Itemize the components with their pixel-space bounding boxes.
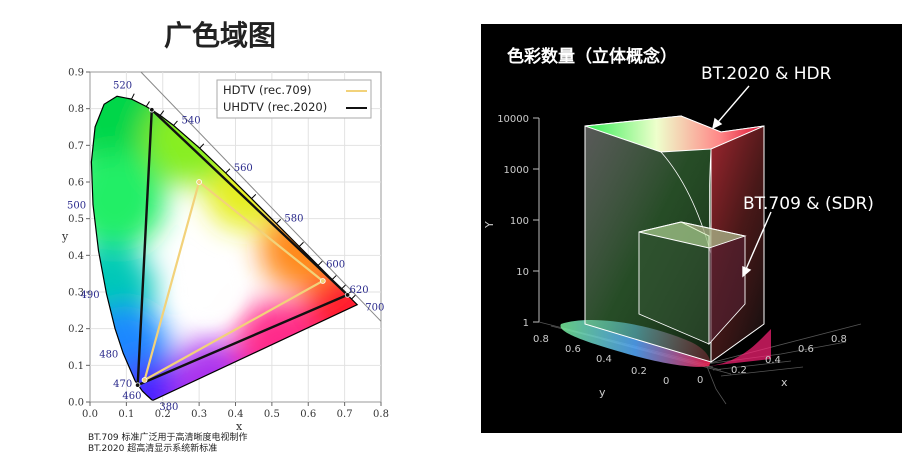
y-axis-title: Y (483, 221, 496, 229)
wavelength-label: 480 (99, 349, 118, 360)
bt709-volume (638, 221, 747, 346)
left-axis-label: y (599, 386, 606, 399)
y-tick-1: 1 (523, 318, 529, 329)
wavelength-tick (331, 274, 337, 280)
x-tick-label: 0.0 (82, 409, 98, 420)
y-tick-label: 0.2 (68, 324, 84, 335)
wavelength-tick (131, 93, 135, 100)
y-axis-label: y (61, 230, 69, 243)
wavelength-label: 600 (326, 259, 345, 270)
y-tick-label: 0.4 (68, 251, 84, 262)
rec709-primary-point (141, 377, 148, 383)
y-tick-label: 0.7 (68, 141, 84, 152)
wavelength-tick (173, 120, 178, 126)
wavelength-label: 380 (159, 402, 178, 413)
wavelength-tick (159, 110, 165, 116)
x-tick-label: 0.3 (191, 409, 207, 420)
wavelength-tick (351, 294, 357, 300)
rec709-primary-point (319, 278, 326, 284)
wavelength-label: 500 (67, 201, 86, 212)
x-tick-label: 0.5 (264, 409, 280, 420)
y-tick-label: 0.8 (68, 104, 84, 115)
wavelength-tick (341, 284, 347, 290)
rec2020-primary-point (134, 382, 141, 388)
wavelength-label: 520 (113, 80, 132, 91)
y-tick-label: 0.9 (68, 68, 84, 79)
x-tick-label: 0.6 (300, 409, 316, 420)
y-tick-label: 0.5 (68, 214, 84, 225)
x-axis-label: x (236, 420, 243, 433)
y-tick-label: 0.3 (68, 288, 84, 299)
footnote-bt2020: BT.2020 超高清显示系统新标准 (88, 444, 218, 454)
callout-arrows (711, 85, 772, 278)
right-tick-0.6: 0.6 (798, 344, 814, 355)
base-gamut (560, 320, 711, 367)
left-tick-0.6: 0.6 (565, 344, 581, 355)
right-tick-0.2: 0.2 (731, 365, 747, 376)
wavelength-tick (251, 194, 257, 199)
x-tick-label: 0.4 (228, 409, 244, 420)
axis-tick-labels: 0.0 0.1 0.2 0.3 0.4 0.5 0.6 0.7 0.8 0.0 0.1 0.2 0.3 0… (68, 68, 389, 421)
wavelength-label: 580 (284, 214, 303, 225)
color-volume-panel: 10000 1000 100 10 1 Y 0.8 0.6 (481, 24, 902, 433)
rec709-primary-point (196, 179, 203, 185)
x-tick-label: 0.8 (373, 409, 389, 420)
wavelength-tick (276, 218, 282, 224)
wavelength-label: 470 (113, 379, 132, 390)
x-tick-label: 0.2 (155, 409, 171, 420)
right-tick-0: 0 (697, 375, 703, 386)
wavelength-tick (199, 143, 205, 149)
callout-bt709: BT.709 & (SDR) (743, 194, 874, 214)
color-volume-3d: 10000 1000 100 10 1 Y 0.8 0.6 (483, 85, 862, 405)
legend-rec2020-label: UHDTV (rec.2020) (223, 100, 327, 114)
footnote-bt709: BT.709 标准广泛用于高清晰度电视制作 (88, 433, 248, 443)
wavelength-label: 460 (122, 391, 141, 402)
left-tick-0: 0 (663, 376, 669, 387)
primary-points (134, 107, 351, 388)
y-tick-10000: 10000 (497, 114, 529, 125)
y-tick-label: 0.0 (68, 398, 84, 409)
rec2020-primary-point (149, 107, 155, 113)
right-tick-0.4: 0.4 (765, 355, 781, 366)
right-tick-0.8: 0.8 (831, 334, 847, 345)
left-tick-0.8: 0.8 (533, 334, 549, 345)
legend-rec709-label: HDTV (rec.709) (223, 83, 312, 97)
x-tick-label: 0.1 (118, 409, 134, 420)
rec709-triangle (142, 180, 325, 383)
y-tick-label: 0.6 (68, 178, 84, 189)
y-tick-label: 0.1 (68, 361, 84, 372)
wavelength-label: 490 (81, 290, 100, 301)
wavelength-label: 540 (182, 115, 201, 126)
left-tick-0.2: 0.2 (631, 366, 647, 377)
wavelength-tick (225, 168, 231, 174)
wavelength-label: 560 (234, 163, 253, 174)
chromaticity-diagram: 0.0 0.1 0.2 0.3 0.4 0.5 0.6 0.7 0.8 0.0 0.1 0.2 0.3 0… (61, 68, 389, 434)
x-tick-label: 0.7 (337, 409, 353, 420)
y-tick-10: 10 (516, 267, 529, 278)
reference-diagonal (140, 71, 382, 322)
y-axis: 10000 1000 100 10 1 Y (483, 114, 540, 329)
left-tick-0.4: 0.4 (596, 354, 612, 365)
y-tick-100: 100 (510, 216, 529, 227)
right-title: 色彩数量（立体概念） (507, 47, 677, 67)
rec2020-primary-point (344, 292, 351, 298)
base-gamut-right (709, 329, 771, 366)
wavelength-label: 620 (350, 285, 369, 296)
y-tick-1000: 1000 (504, 165, 529, 176)
left-title: 广色域图 (163, 19, 276, 52)
wavelength-tick (145, 101, 150, 107)
wavelength-tick (317, 260, 323, 266)
wavelength-ticks (131, 93, 357, 300)
wavelength-tick (298, 241, 304, 247)
legend: HDTV (rec.709) UHDTV (rec.2020) (216, 79, 372, 119)
rec2020-triangle (136, 107, 350, 387)
wavelength-label: 700 (365, 303, 384, 314)
right-axis-label: x (781, 376, 788, 389)
callout-bt2020: BT.2020 & HDR (701, 64, 832, 84)
